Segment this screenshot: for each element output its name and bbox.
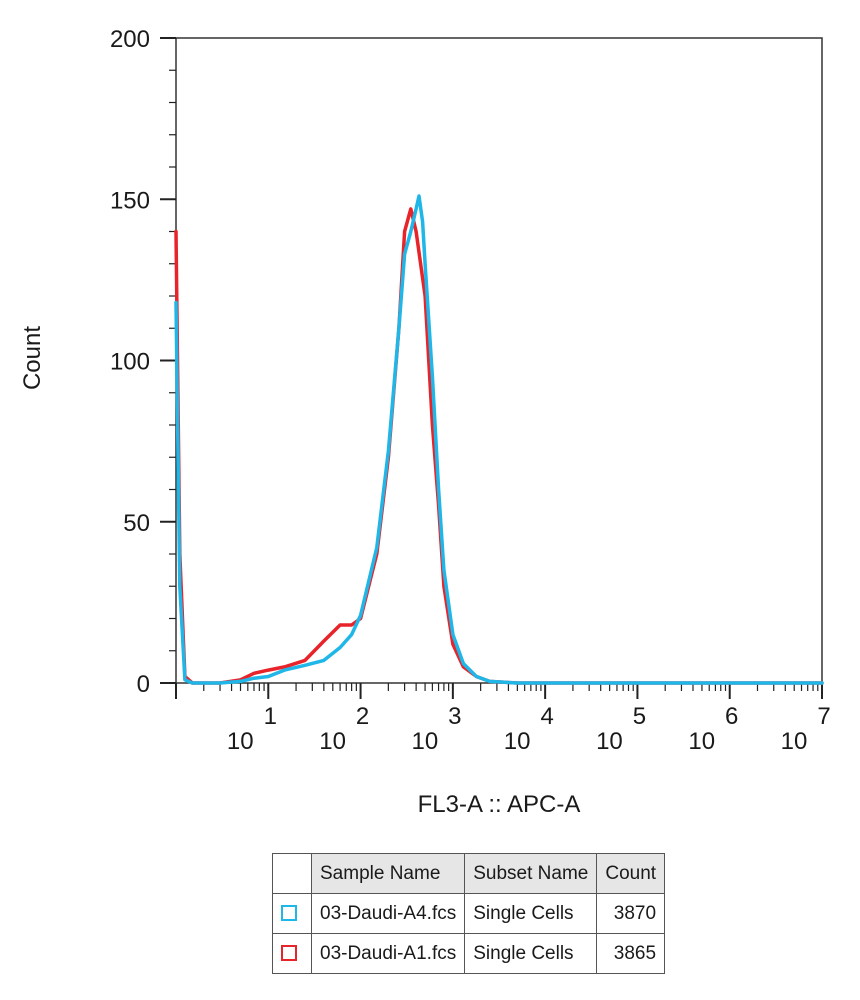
series-line-a4 [174, 194, 824, 685]
legend-sample-a4: 03-Daudi-A4.fcs [310, 893, 466, 934]
legend-count-a4: 3870 [596, 893, 666, 934]
x-tick-base: 10 [227, 728, 254, 755]
y-tick-label: 150 [110, 187, 150, 214]
x-tick-base: 10 [596, 728, 623, 755]
x-tick-base: 10 [504, 728, 531, 755]
legend-header-subset: Subset Name [464, 853, 598, 894]
x-tick-exponent: 5 [633, 703, 646, 730]
y-tick-label: 0 [137, 671, 150, 698]
legend-swatch-a1 [281, 945, 297, 962]
x-tick-exponent: 3 [448, 703, 461, 730]
y-tick-label: 100 [110, 349, 150, 376]
legend-header-row: Sample Name Subset Name Count [272, 853, 666, 894]
legend-header-swatch [272, 853, 312, 894]
legend-count-a1: 3865 [596, 933, 666, 974]
x-tick-exponent: 2 [356, 703, 369, 730]
plot-frame [175, 37, 823, 684]
x-axis-title: FL3-A :: APC-A [418, 791, 581, 818]
x-tick-base: 10 [412, 728, 439, 755]
x-tick-exponent: 4 [540, 703, 553, 730]
legend-sample-a1: 03-Daudi-A1.fcs [310, 933, 466, 974]
y-axis-title: Count [19, 326, 46, 390]
legend-subset-a1: Single Cells [464, 933, 598, 974]
legend-row-a1: 03-Daudi-A1.fcs Single Cells 3865 [272, 933, 666, 974]
x-tick-base: 10 [688, 728, 715, 755]
x-tick-exponent: 7 [817, 703, 830, 730]
legend-header-count: Count [596, 853, 666, 894]
x-tick-base: 10 [319, 728, 346, 755]
x-tick-exponent: 1 [264, 703, 277, 730]
legend-row-a4: 03-Daudi-A4.fcs Single Cells 3870 [272, 893, 666, 934]
y-tick-label: 200 [110, 26, 150, 53]
y-tick-label: 50 [123, 510, 150, 537]
x-tick-base: 10 [781, 728, 808, 755]
histogram-chart: 200 150 100 50 0 10 1 10 2 10 3 10 4 10 5 10 6 10 7 FL3-A :… [19, 26, 831, 818]
chart-svg: 200 150 100 50 0 10 1 10 2 10 3 10 4 10 5 10 6 10 7 FL3-A :… [19, 26, 831, 818]
legend-header-sample: Sample Name [310, 853, 466, 894]
x-tick-exponent: 6 [725, 703, 738, 730]
legend-subset-a4: Single Cells [464, 893, 598, 934]
legend-swatch-a4 [281, 905, 297, 922]
legend-table: Sample Name Subset Name Count 03-Daudi-A… [272, 853, 666, 974]
series-line-a1 [174, 207, 824, 685]
